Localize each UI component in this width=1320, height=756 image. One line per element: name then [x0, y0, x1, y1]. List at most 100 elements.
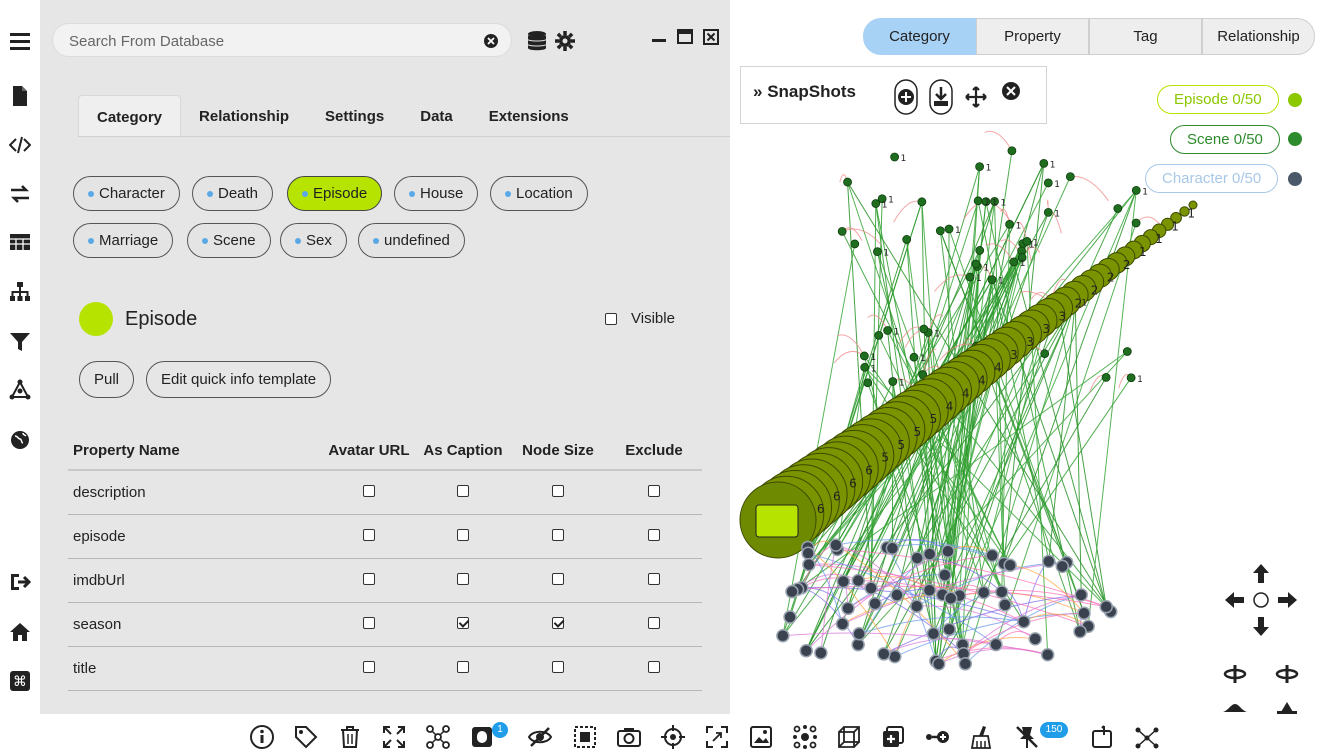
view-tab-category[interactable]: Category — [863, 18, 976, 55]
node-size-checkbox[interactable] — [552, 484, 564, 497]
camera-icon[interactable] — [616, 724, 642, 750]
chip-location[interactable]: Location — [490, 176, 588, 211]
avatar-url-checkbox[interactable] — [363, 484, 375, 497]
chip-house[interactable]: House — [394, 176, 479, 211]
visible-checkbox[interactable] — [605, 312, 617, 325]
tab-relationship[interactable]: Relationship — [199, 108, 290, 125]
pan-right-icon[interactable] — [1275, 588, 1299, 612]
home-icon[interactable] — [8, 620, 32, 644]
add-snapshot-icon[interactable] — [894, 79, 918, 115]
rotate-left-icon[interactable] — [1223, 662, 1247, 686]
chip-marriage[interactable]: Marriage — [73, 223, 174, 258]
select-nodes-icon[interactable] — [425, 724, 451, 750]
database-icon[interactable] — [526, 30, 548, 52]
gear-icon[interactable] — [554, 30, 576, 52]
node-size-checkbox[interactable] — [552, 572, 564, 585]
as-caption-checkbox[interactable] — [457, 528, 469, 541]
trash-icon[interactable] — [337, 724, 363, 750]
chip-sex[interactable]: Sex — [280, 223, 347, 258]
chip-episode[interactable]: Episode — [287, 176, 383, 211]
move-icon[interactable] — [964, 79, 988, 115]
view-tab-property[interactable]: Property — [976, 18, 1089, 55]
chip-undefined[interactable]: undefined — [358, 223, 465, 258]
node-size-checkbox[interactable] — [552, 528, 564, 541]
hidden-nodes-icon[interactable] — [469, 724, 495, 750]
add-node-icon[interactable] — [880, 724, 906, 750]
exclude-checkbox[interactable] — [648, 660, 660, 673]
rotate-right-icon[interactable] — [1275, 662, 1299, 686]
clear-search-icon[interactable] — [483, 33, 499, 49]
tab-category[interactable]: Category — [78, 95, 182, 137]
exchange-icon[interactable] — [8, 182, 32, 206]
exclude-checkbox[interactable] — [648, 528, 660, 541]
avatar-url-checkbox[interactable] — [363, 616, 375, 629]
node-size-checkbox[interactable] — [552, 660, 564, 673]
tab-settings[interactable]: Settings — [325, 108, 385, 125]
tag-icon[interactable] — [293, 724, 319, 750]
pan-up-icon[interactable] — [1249, 562, 1273, 586]
avatar-url-checkbox[interactable] — [363, 528, 375, 541]
download-snapshot-icon[interactable] — [929, 79, 953, 115]
table-icon[interactable] — [8, 230, 32, 254]
close-window-icon[interactable] — [702, 28, 720, 46]
exclude-checkbox[interactable] — [648, 616, 660, 629]
menu-icon[interactable] — [8, 29, 32, 53]
view-tab-tag[interactable]: Tag — [1089, 18, 1202, 55]
maximize-window-icon[interactable] — [676, 28, 694, 46]
minimize-window-icon[interactable] — [650, 28, 668, 46]
tab-extensions[interactable]: Extensions — [488, 108, 569, 125]
clear-brush-icon[interactable] — [968, 724, 994, 750]
legend-scene[interactable]: Scene 0/50 — [1170, 125, 1280, 154]
crosshair-icon[interactable] — [660, 724, 686, 750]
tilt-up-icon[interactable] — [1275, 702, 1299, 714]
avatar-url-checkbox[interactable] — [363, 572, 375, 585]
as-caption-checkbox[interactable] — [457, 616, 469, 629]
unpin-icon[interactable] — [1014, 724, 1040, 750]
chip-character[interactable]: Character — [73, 176, 180, 211]
tilt-down-icon[interactable] — [1223, 702, 1247, 714]
network-icon[interactable] — [8, 378, 32, 402]
globe-icon[interactable] — [8, 428, 32, 452]
as-caption-checkbox[interactable] — [457, 484, 469, 497]
command-icon[interactable]: ⌘ — [8, 669, 32, 693]
pointer-frame-icon[interactable] — [1090, 724, 1116, 750]
pull-button[interactable]: Pull — [79, 361, 135, 398]
legend-episode[interactable]: Episode 0/50 — [1157, 85, 1279, 114]
fit-view-icon[interactable] — [704, 724, 730, 750]
cube-icon[interactable] — [836, 724, 862, 750]
exclude-checkbox[interactable] — [648, 484, 660, 497]
logout-icon[interactable] — [8, 570, 32, 594]
tab-data[interactable]: Data — [420, 108, 453, 125]
chip-death[interactable]: Death — [192, 176, 274, 211]
close-snapshots-icon[interactable] — [999, 79, 1023, 115]
graph-visualization[interactable]: 6666555544443333222211111111111111111111… — [730, 0, 1320, 714]
pan-left-icon[interactable] — [1223, 588, 1247, 612]
edit-quick-info-template-button[interactable]: Edit quick info template — [146, 361, 332, 398]
reset-view-icon[interactable] — [1249, 588, 1273, 612]
path-icon[interactable] — [1134, 724, 1160, 750]
cluster-icon[interactable] — [792, 724, 818, 750]
expand-icon[interactable] — [381, 724, 407, 750]
category-color-swatch[interactable] — [79, 302, 113, 336]
code-icon[interactable] — [8, 133, 32, 157]
pan-down-icon[interactable] — [1249, 614, 1273, 638]
legend-character[interactable]: Character 0/50 — [1145, 164, 1279, 193]
as-caption-checkbox[interactable] — [457, 660, 469, 673]
search-input[interactable] — [69, 31, 469, 51]
avatar-url-checkbox[interactable] — [363, 660, 375, 673]
file-icon[interactable] — [8, 84, 32, 108]
view-tab-relationship[interactable]: Relationship — [1202, 18, 1315, 55]
box-select-icon[interactable] — [572, 724, 598, 750]
filter-icon[interactable] — [8, 330, 32, 354]
eye-slash-icon[interactable] — [527, 724, 553, 750]
exclude-checkbox[interactable] — [648, 572, 660, 585]
visible-toggle[interactable]: Visible — [605, 310, 675, 327]
add-edge-icon[interactable] — [924, 724, 950, 750]
node-size-checkbox[interactable] — [552, 616, 564, 629]
as-caption-checkbox[interactable] — [457, 572, 469, 585]
snapshots-title[interactable]: » SnapShots — [753, 82, 856, 102]
image-frame-icon[interactable] — [748, 724, 774, 750]
chip-scene[interactable]: Scene — [187, 223, 271, 258]
info-icon[interactable] — [249, 724, 275, 750]
